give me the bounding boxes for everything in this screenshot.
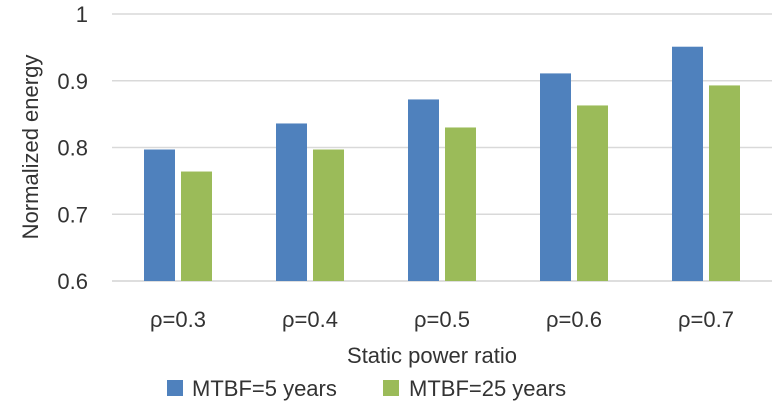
bar-mtbf-5-2 [408,99,439,281]
bar-mtbf-25-1 [313,149,344,281]
y-tick-labels: 0.6 0.7 0.8 0.9 1 [57,2,88,294]
gridlines [112,13,772,282]
x-axis-title: Static power ratio [347,343,517,368]
legend-swatch [383,380,399,396]
y-tick-label: 0.8 [57,136,88,161]
x-tick-label: ρ=0.5 [414,307,470,332]
x-tick-label: ρ=0.4 [282,307,338,332]
x-tick-label: ρ=0.6 [546,307,602,332]
y-axis-title: Normalized energy [18,55,43,240]
bar-mtbf-5-3 [540,73,571,281]
legend-label: MTBF=5 years [192,376,337,401]
x-tick-label: ρ=0.3 [150,307,206,332]
y-tick-label: 1 [76,2,88,27]
bar-mtbf-25-0 [181,171,212,281]
y-tick-label: 0.7 [57,202,88,227]
bar-mtbf-25-4 [709,85,740,281]
bars [144,46,740,281]
y-tick-label: 0.9 [57,69,88,94]
bar-mtbf-5-1 [276,123,307,281]
legend: MTBF=5 years MTBF=25 years [167,376,566,401]
bar-mtbf-5-0 [144,149,175,281]
legend-label: MTBF=25 years [409,376,566,401]
bar-mtbf-25-3 [577,105,608,281]
x-tick-label: ρ=0.7 [678,307,734,332]
legend-swatch [167,380,183,396]
y-tick-label: 0.6 [57,269,88,294]
bar-mtbf-5-4 [672,46,703,281]
x-tick-labels: ρ=0.3 ρ=0.4 ρ=0.5 ρ=0.6 ρ=0.7 [150,307,734,332]
bar-mtbf-25-2 [445,127,476,281]
